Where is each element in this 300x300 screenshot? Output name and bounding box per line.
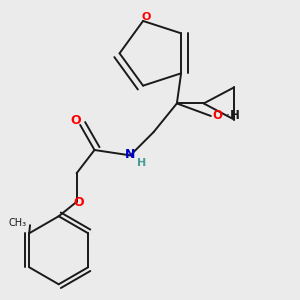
Text: O: O [141,12,151,22]
Text: O: O [70,114,81,127]
Text: O: O [73,196,84,209]
Text: H: H [137,158,146,168]
Text: CH₃: CH₃ [8,218,26,228]
Text: O: O [213,110,223,122]
Text: ·: · [226,110,230,122]
Text: N: N [125,148,136,161]
Text: H: H [230,109,239,122]
